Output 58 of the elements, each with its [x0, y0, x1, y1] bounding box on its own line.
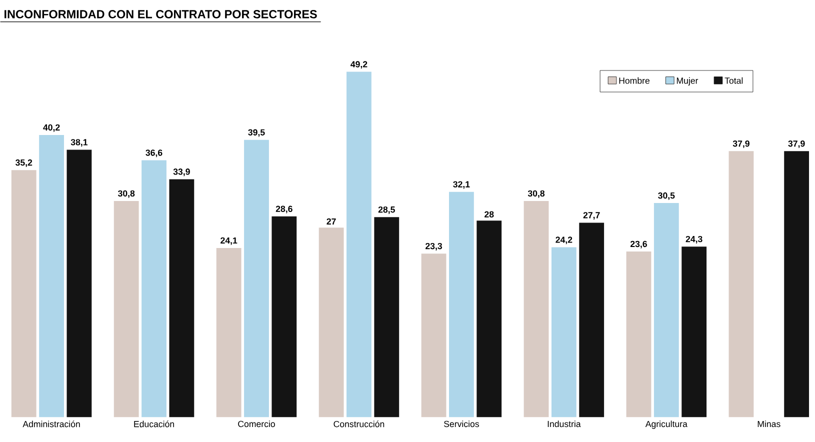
- data-label: 40,2: [43, 124, 60, 132]
- bar: [216, 248, 242, 418]
- bar: [784, 151, 810, 418]
- data-label: 38,1: [70, 139, 88, 147]
- data-label: 39,5: [248, 129, 265, 137]
- bar: [318, 228, 344, 418]
- data-label: 28: [484, 211, 494, 218]
- bar: [654, 203, 679, 418]
- legend-label: Hombre: [619, 77, 650, 84]
- bar: [272, 216, 297, 418]
- data-label: 24,2: [556, 236, 572, 244]
- bar: [374, 217, 400, 418]
- bar: [244, 140, 269, 418]
- data-label: 30,8: [118, 190, 135, 198]
- data-label: 27: [326, 218, 336, 225]
- data-label: 36,6: [146, 150, 162, 158]
- x-tick-label: Administración: [22, 420, 80, 428]
- data-label: 37,9: [732, 140, 750, 148]
- bar: [169, 179, 194, 418]
- x-tick-label: Construcción: [334, 420, 384, 428]
- bar: [114, 201, 139, 418]
- data-label: 28,5: [378, 206, 395, 214]
- x-tick-label: Agricultura: [645, 420, 688, 429]
- data-label: 37,9: [788, 140, 805, 148]
- bar: [579, 222, 604, 418]
- x-tick-label: Comercio: [238, 420, 275, 428]
- data-label: 23,3: [426, 243, 442, 251]
- data-label: 30,5: [658, 192, 675, 200]
- data-label: 35,2: [16, 160, 32, 168]
- legend-label: Total: [724, 77, 743, 84]
- bar: [66, 150, 92, 418]
- bar: [728, 151, 754, 418]
- bar: [39, 135, 64, 418]
- data-label: 49,2: [350, 61, 368, 69]
- x-tick-label: Minas: [758, 420, 780, 428]
- chart-title: INCONFORMIDAD CON EL CONTRATO POR SECTORES: [4, 10, 317, 18]
- x-tick-label: Industria: [548, 420, 581, 428]
- data-label: 24,1: [220, 237, 238, 245]
- bar: [476, 220, 502, 418]
- bar: [142, 160, 166, 418]
- bar: [449, 192, 474, 418]
- x-tick-label: Educación: [134, 420, 174, 428]
- data-label: 30,8: [528, 190, 545, 198]
- bar: [682, 246, 707, 418]
- bar: [346, 72, 372, 418]
- bar: [626, 252, 652, 418]
- data-label: 23,6: [630, 240, 647, 249]
- bar: [551, 247, 576, 418]
- data-label: 24,3: [686, 236, 702, 244]
- bar: [524, 201, 549, 418]
- x-tick-label: Servicios: [444, 420, 479, 428]
- data-label: 33,9: [173, 168, 190, 176]
- data-label: 32,1: [453, 181, 470, 189]
- bar: [421, 254, 446, 418]
- data-label: 27,7: [583, 212, 600, 220]
- legend-label: Mujer: [676, 77, 698, 86]
- bar: [11, 170, 36, 418]
- data-label: 28,6: [276, 206, 292, 214]
